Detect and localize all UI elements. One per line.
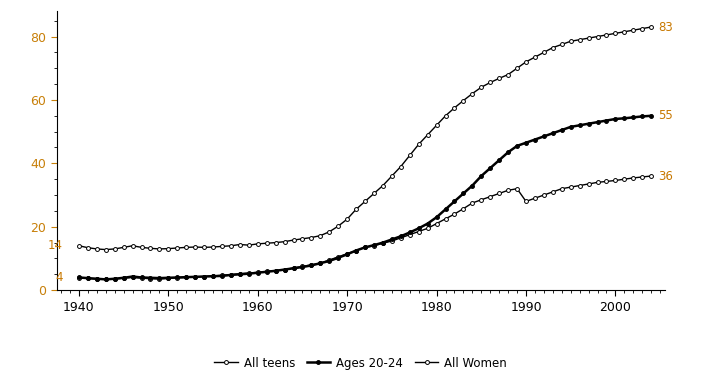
Ages 20-24 [379, 240, 387, 245]
Line: Ages 20-24: Ages 20-24 [77, 114, 653, 281]
All teens [379, 183, 387, 188]
Ages 20-24 [647, 113, 655, 118]
Text: 14: 14 [48, 239, 63, 252]
Ages 20-24 [75, 275, 83, 280]
All teens [575, 38, 584, 42]
All Women [629, 176, 638, 180]
Ages 20-24 [575, 123, 584, 128]
All teens [102, 247, 110, 252]
Line: All Women: All Women [77, 174, 653, 281]
All Women [325, 258, 334, 262]
All Women [647, 174, 655, 178]
Legend: All teens, Ages 20-24, All Women: All teens, Ages 20-24, All Women [209, 352, 512, 372]
Line: All teens: All teens [77, 25, 653, 251]
Text: 4: 4 [55, 271, 63, 284]
Text: 83: 83 [658, 20, 673, 33]
All teens [629, 28, 638, 32]
All teens [75, 244, 83, 248]
All teens [325, 230, 334, 234]
Text: 36: 36 [658, 170, 673, 183]
Text: 55: 55 [658, 109, 673, 122]
All Women [254, 270, 262, 275]
All Women [379, 241, 387, 246]
Ages 20-24 [254, 270, 262, 275]
Ages 20-24 [629, 115, 638, 120]
All teens [647, 25, 655, 29]
Ages 20-24 [102, 277, 110, 282]
All Women [102, 277, 110, 282]
All teens [254, 242, 262, 246]
All Women [575, 183, 584, 188]
Ages 20-24 [218, 274, 226, 278]
All Women [75, 276, 83, 280]
All teens [218, 244, 226, 248]
Ages 20-24 [325, 259, 334, 263]
All Women [218, 273, 226, 278]
